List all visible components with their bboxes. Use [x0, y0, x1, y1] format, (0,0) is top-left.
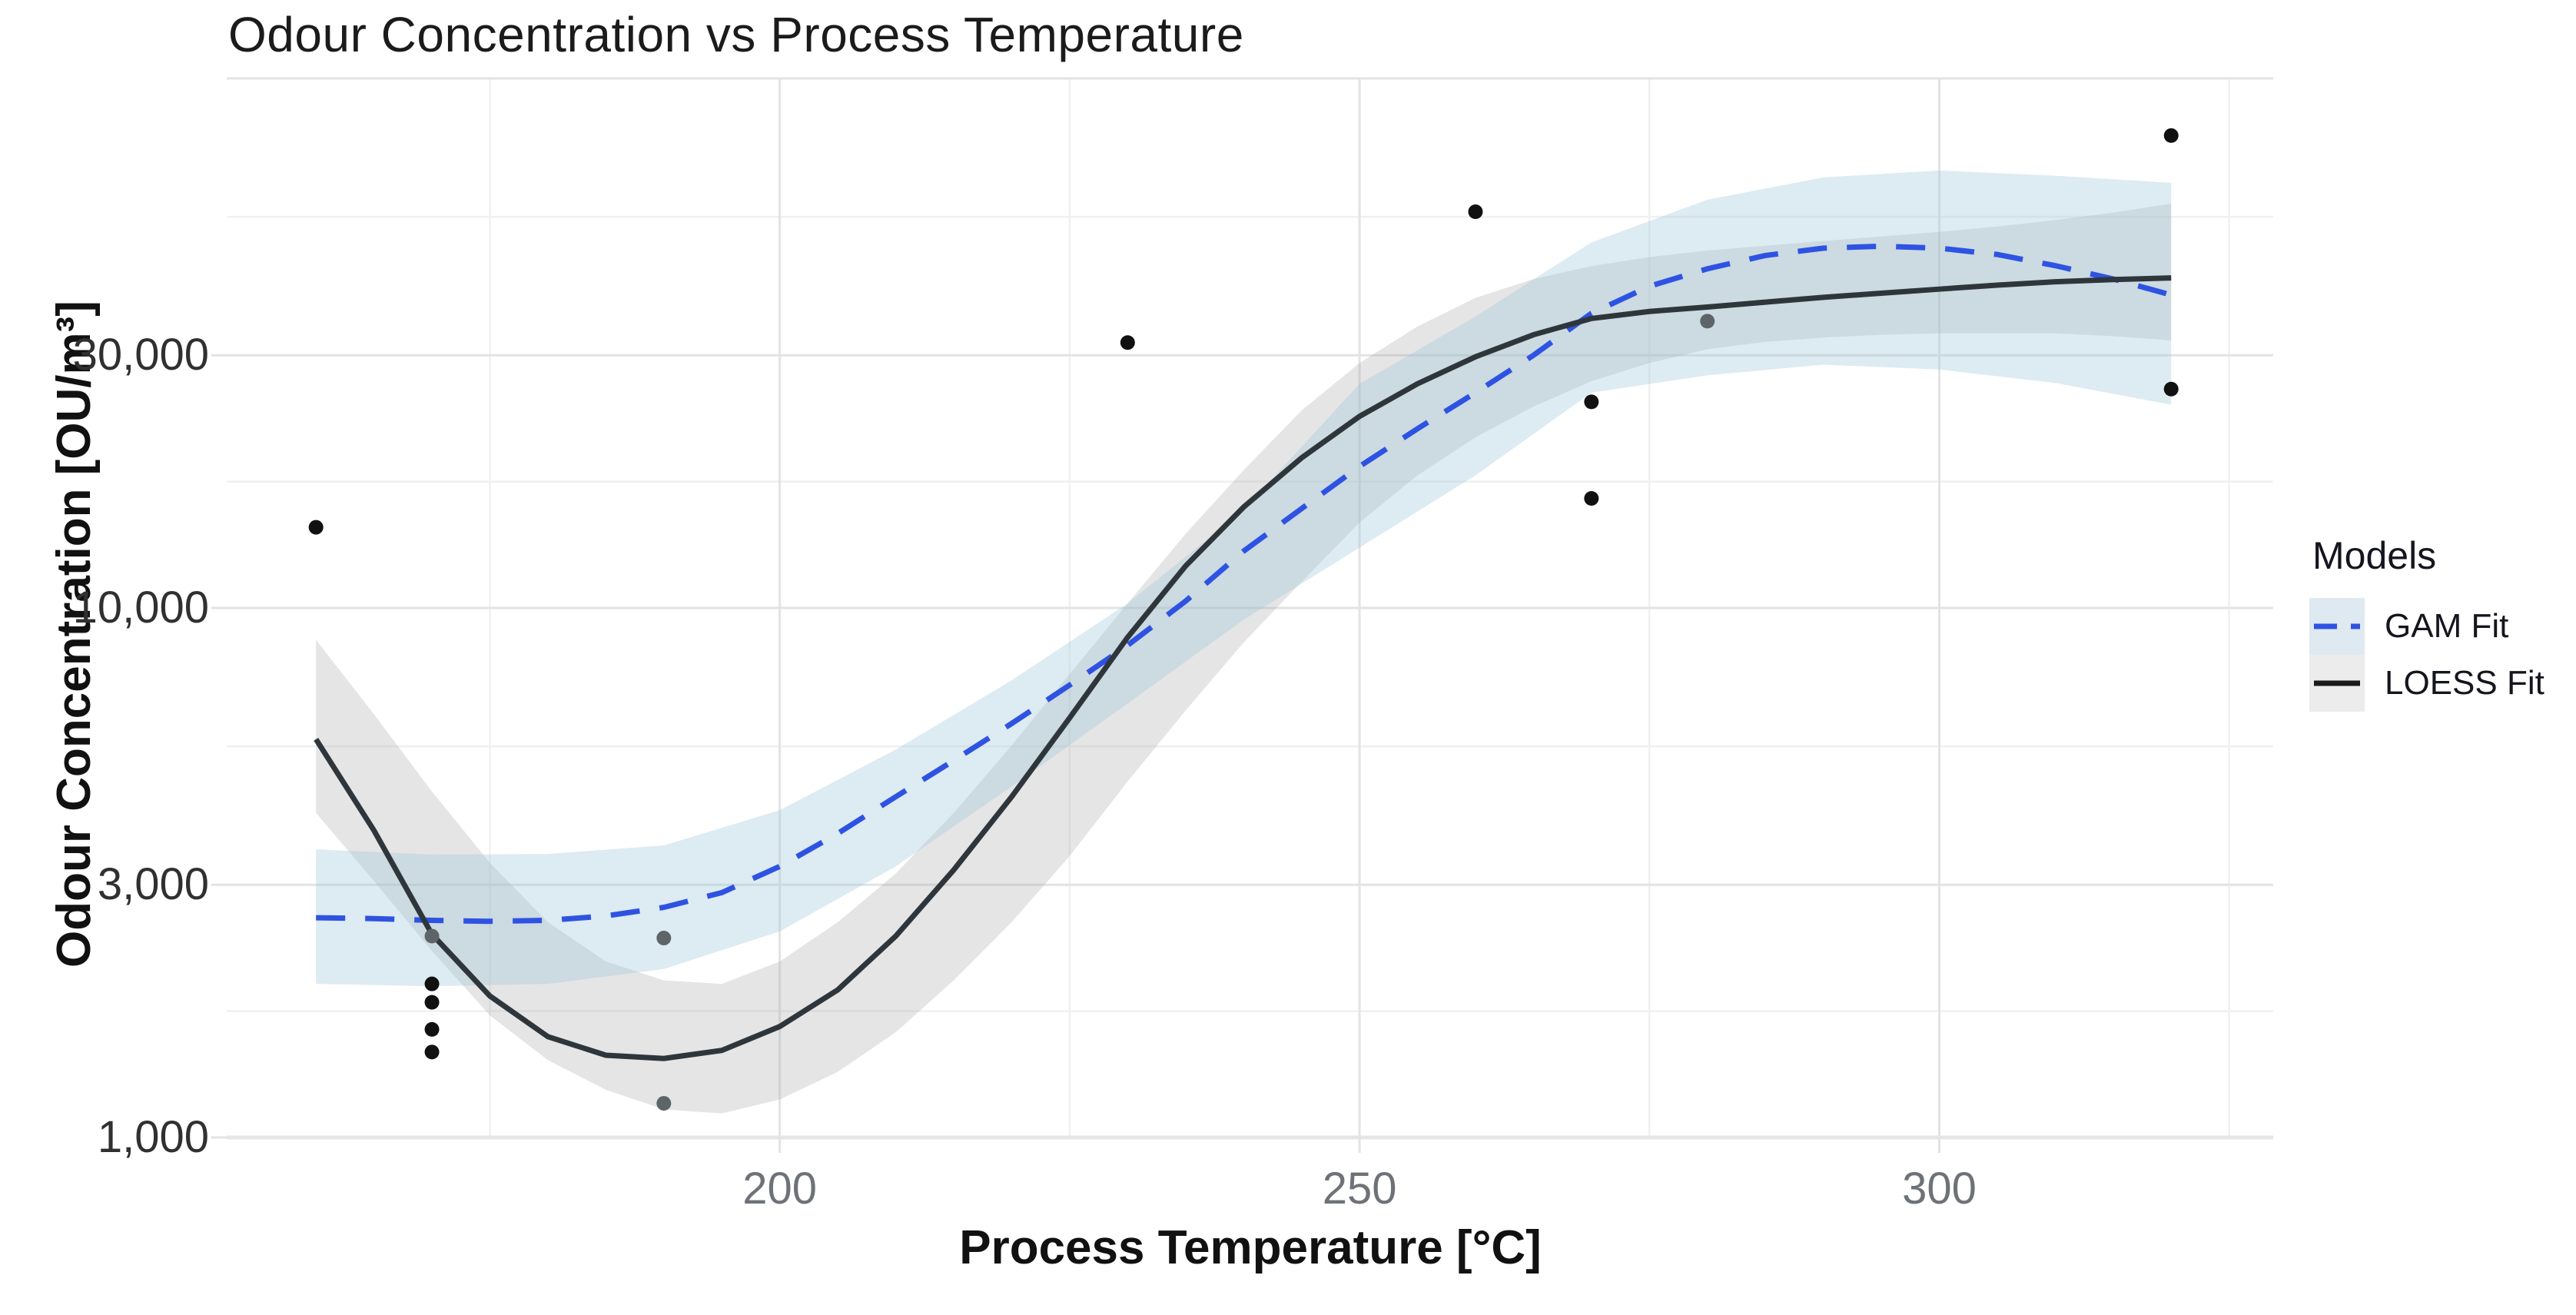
data-point — [656, 931, 672, 946]
legend-label-gam: GAM Fit — [2385, 607, 2509, 645]
x-tick-label: 300 — [1902, 1164, 1977, 1214]
y-tick-label: 3,000 — [97, 859, 209, 910]
data-point — [308, 520, 324, 535]
gam-key-swatch-icon — [2309, 598, 2365, 655]
data-point — [424, 995, 440, 1010]
chart-title: Odour Concentration vs Process Temperatu… — [228, 7, 1244, 62]
legend-title: Models — [2312, 534, 2437, 577]
y-tick-label: 30,000 — [72, 330, 209, 380]
data-point — [1584, 394, 1599, 410]
x-axis-title: Process Temperature [°C] — [959, 1221, 1542, 1274]
loess-confidence-ribbon — [316, 203, 2172, 1114]
loess-key-swatch-icon — [2309, 655, 2365, 712]
data-point — [656, 1096, 672, 1111]
loess-fit-line — [314, 275, 2172, 1061]
legend: Models GAM Fit LOESS Fit — [2309, 523, 2576, 712]
legend-item-loess: LOESS Fit — [2309, 655, 2576, 712]
data-point — [2163, 381, 2179, 397]
gam-confidence-ribbon — [316, 170, 2172, 987]
data-point — [1468, 204, 1483, 219]
legend-item-gam: GAM Fit — [2309, 598, 2576, 655]
data-point — [424, 1044, 440, 1060]
gam-fit-line — [316, 243, 2173, 925]
y-tick-label: 10,000 — [72, 583, 209, 633]
data-point — [2163, 128, 2179, 143]
x-tick-label: 250 — [1322, 1164, 1397, 1214]
data-point — [1700, 314, 1715, 329]
x-tick-label: 200 — [742, 1164, 818, 1214]
data-point — [1120, 335, 1135, 350]
y-tick-label: 1,000 — [97, 1112, 209, 1162]
data-point — [424, 928, 440, 944]
data-point — [424, 976, 440, 991]
data-point — [424, 1021, 440, 1037]
legend-label-loess: LOESS Fit — [2385, 664, 2544, 702]
data-point — [1584, 490, 1599, 506]
